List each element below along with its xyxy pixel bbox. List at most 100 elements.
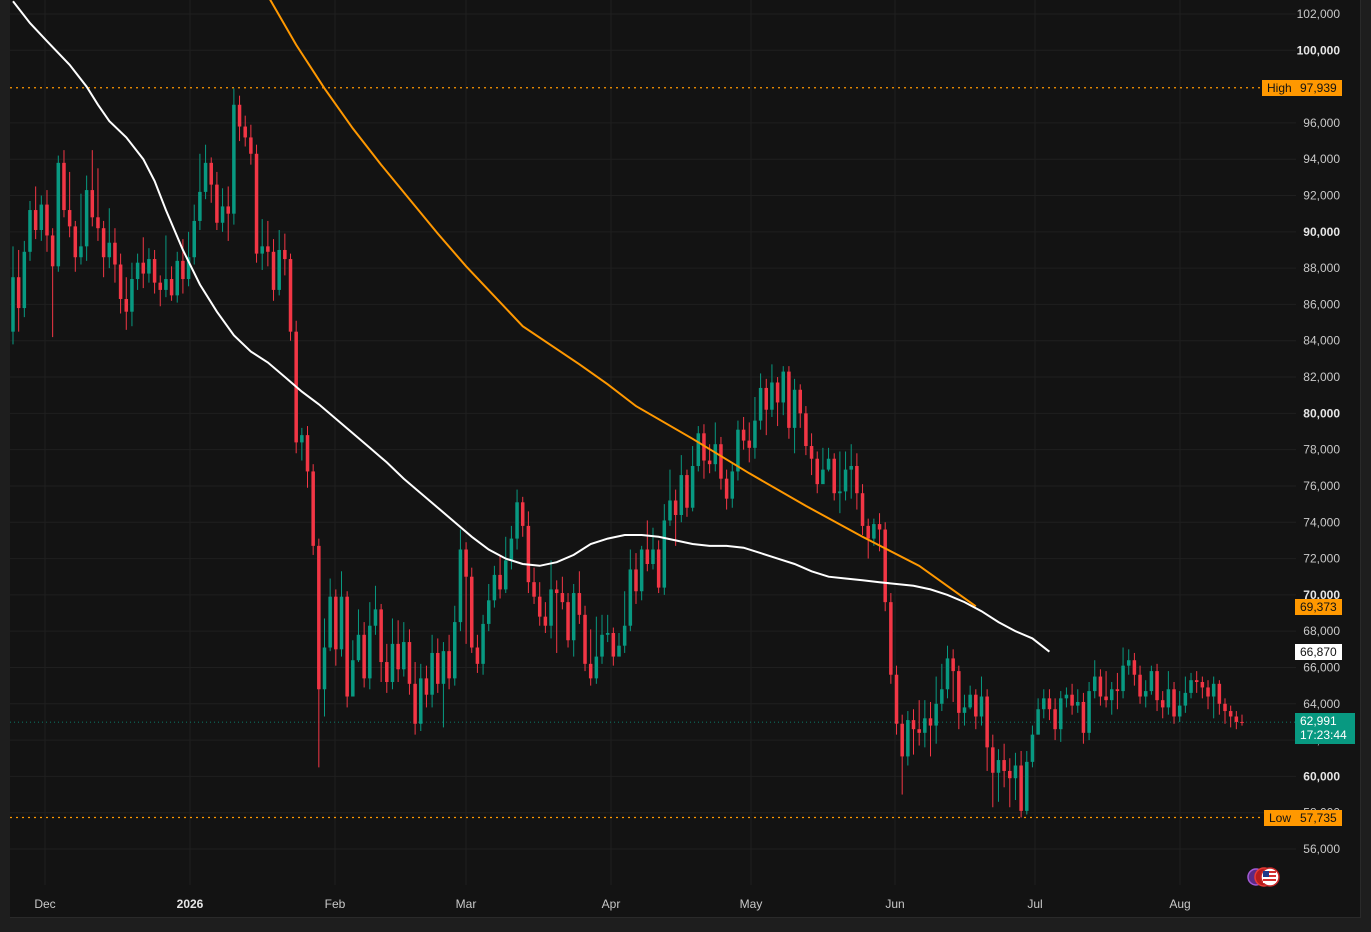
y-tick-label: 78,000	[1303, 443, 1340, 457]
candle-body	[911, 720, 916, 730]
candle-body	[639, 549, 644, 592]
candle-body	[203, 162, 208, 192]
candle-body	[16, 277, 21, 309]
candle-body	[804, 413, 808, 447]
candle-body	[685, 475, 689, 508]
price-chart[interactable]: 56,00058,00060,00062,00064,00066,00068,0…	[10, 0, 1360, 917]
candle-body	[430, 652, 434, 695]
candle-body	[770, 382, 774, 410]
candle-body	[1132, 660, 1137, 675]
candle-body	[305, 435, 310, 472]
candle-body	[855, 465, 859, 494]
candle-body	[62, 162, 66, 211]
events-flag-icon[interactable]	[1244, 866, 1288, 888]
candle-body	[266, 246, 270, 252]
candle-body	[673, 500, 678, 515]
candle-body	[588, 663, 593, 679]
candle-body	[1126, 660, 1131, 666]
candle-body	[283, 249, 287, 260]
candle-body	[169, 279, 174, 296]
y-tick-label: 88,000	[1303, 261, 1340, 275]
candle-body	[945, 658, 950, 690]
candle-body	[628, 569, 633, 626]
candle-body	[566, 602, 570, 641]
high-low-lines	[10, 87, 1295, 819]
candle-body	[1042, 698, 1046, 710]
candle-body	[232, 104, 236, 214]
candle-body	[1036, 709, 1040, 735]
candle-body	[1223, 703, 1227, 712]
candle-body	[1098, 676, 1103, 697]
candle-body	[1160, 700, 1165, 708]
candle-body	[1076, 701, 1080, 706]
x-tick-label: Jun	[885, 897, 904, 911]
candle-body	[928, 718, 933, 726]
candle-body	[515, 502, 519, 539]
candle-body	[492, 574, 497, 601]
high-value-tag: 97,939	[1295, 80, 1342, 96]
candle-body	[605, 632, 610, 635]
candle-body	[843, 469, 848, 492]
x-tick-label: Aug	[1169, 897, 1190, 911]
candle-body	[362, 634, 366, 679]
candle-body	[781, 371, 786, 403]
candle-body	[713, 444, 718, 465]
candle-body	[1053, 709, 1057, 730]
candle-body	[1234, 716, 1239, 722]
y-tick-label: 100,000	[1297, 43, 1341, 57]
candle-body	[651, 549, 655, 565]
candle-body	[481, 623, 485, 664]
candle-body	[215, 184, 219, 223]
candle-body	[554, 589, 559, 594]
candle-body	[113, 242, 117, 265]
candle-body	[866, 525, 870, 539]
candle-body	[792, 389, 797, 428]
candle-body	[577, 593, 582, 615]
candle-body	[50, 235, 55, 267]
candle-body	[385, 662, 389, 682]
candle-body	[600, 634, 604, 657]
candle-body	[1121, 665, 1125, 692]
y-tick-label: 94,000	[1303, 152, 1340, 166]
candle-body	[979, 696, 984, 717]
candle-body	[543, 616, 548, 626]
candle-body	[130, 279, 134, 312]
candle-body	[226, 206, 230, 214]
candle-body	[668, 500, 672, 521]
candle-body	[447, 651, 451, 679]
candle-body	[1217, 683, 1222, 704]
candle-body	[679, 475, 684, 515]
y-tick-label: 96,000	[1303, 116, 1340, 130]
candle-body	[537, 596, 542, 617]
candle-body	[962, 707, 967, 713]
candle-body	[1155, 671, 1159, 701]
candle-body	[339, 596, 344, 650]
candle-body	[696, 433, 701, 466]
candle-body	[164, 279, 168, 290]
candle-body	[560, 593, 565, 603]
candle-body	[1138, 674, 1142, 697]
y-tick-label: 60,000	[1303, 769, 1340, 783]
candle-body	[198, 191, 202, 221]
x-axis: Dec 2026 Feb Mar Apr May Jun Jul Aug	[34, 897, 1190, 911]
candle-body	[1211, 683, 1216, 697]
candle-body	[634, 569, 638, 592]
candle-body	[883, 529, 887, 603]
high-label: High	[1262, 80, 1297, 96]
y-tick-label: 76,000	[1303, 479, 1340, 493]
candle-body	[1081, 701, 1086, 733]
candle-body	[741, 429, 746, 441]
candle-body	[815, 458, 819, 485]
candle-body	[124, 298, 129, 312]
candle-body	[617, 645, 621, 657]
candle-body	[509, 538, 514, 561]
candle-body	[838, 491, 842, 494]
candle-body	[277, 249, 281, 290]
candle-body	[622, 625, 627, 646]
candle-body	[351, 660, 355, 697]
candle-body	[1172, 689, 1176, 717]
candle-body	[243, 126, 247, 138]
candle-body	[724, 478, 729, 499]
candle-body	[1194, 680, 1199, 682]
candle-body	[356, 634, 361, 661]
